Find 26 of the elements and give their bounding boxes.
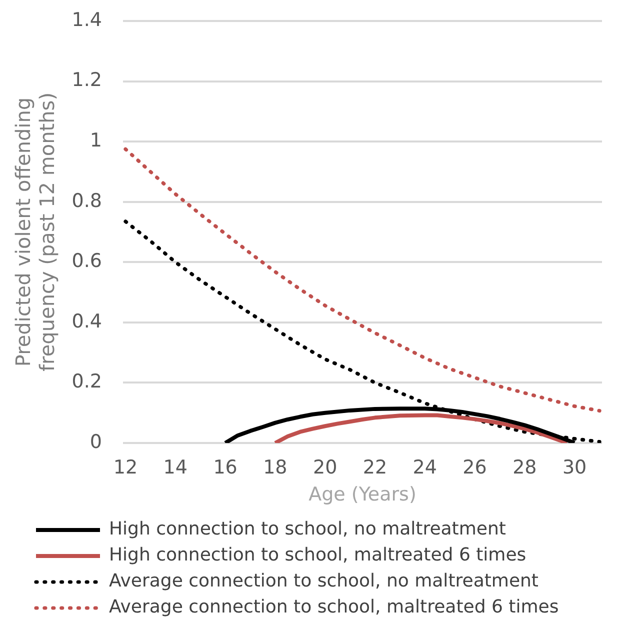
legend-label: High connection to school, no maltreatment	[109, 518, 506, 540]
y-tick-label: 0.4	[72, 310, 102, 332]
x-tick-label: 28	[512, 456, 537, 478]
line-series	[124, 220, 602, 443]
y-tick-label: 0.2	[72, 370, 102, 393]
legend-label: Average connection to school, maltreated 6 times	[109, 596, 559, 618]
x-axis-title: Age (Years)	[308, 484, 416, 506]
x-tick-label: 14	[163, 456, 188, 478]
legend-label: High connection to school, maltreated 6 times	[109, 544, 526, 566]
x-tick-label: 26	[462, 456, 487, 478]
y-tick-label: 0.6	[72, 250, 102, 272]
legend-label: Average connection to school, no maltreatment	[109, 570, 538, 592]
y-tick-label: 1.2	[72, 69, 102, 92]
x-tick-label: 30	[562, 456, 587, 478]
y-axis-title: Predicted violent offending frequency (past 12 months)	[11, 92, 60, 372]
y-tick-label: 0	[90, 430, 102, 453]
x-tick-label: 20	[312, 456, 338, 478]
x-tick-label: 16	[213, 456, 238, 478]
line-series	[124, 147, 602, 413]
x-tick-label: 24	[412, 456, 437, 478]
y-tick-label: 0.8	[72, 190, 102, 212]
x-tick-label: 22	[362, 456, 388, 478]
y-tick-label: 1.4	[72, 8, 102, 31]
y-tick-label: 1	[90, 130, 102, 152]
x-tick-label: 12	[113, 456, 138, 478]
x-tick-label: 18	[263, 456, 288, 478]
